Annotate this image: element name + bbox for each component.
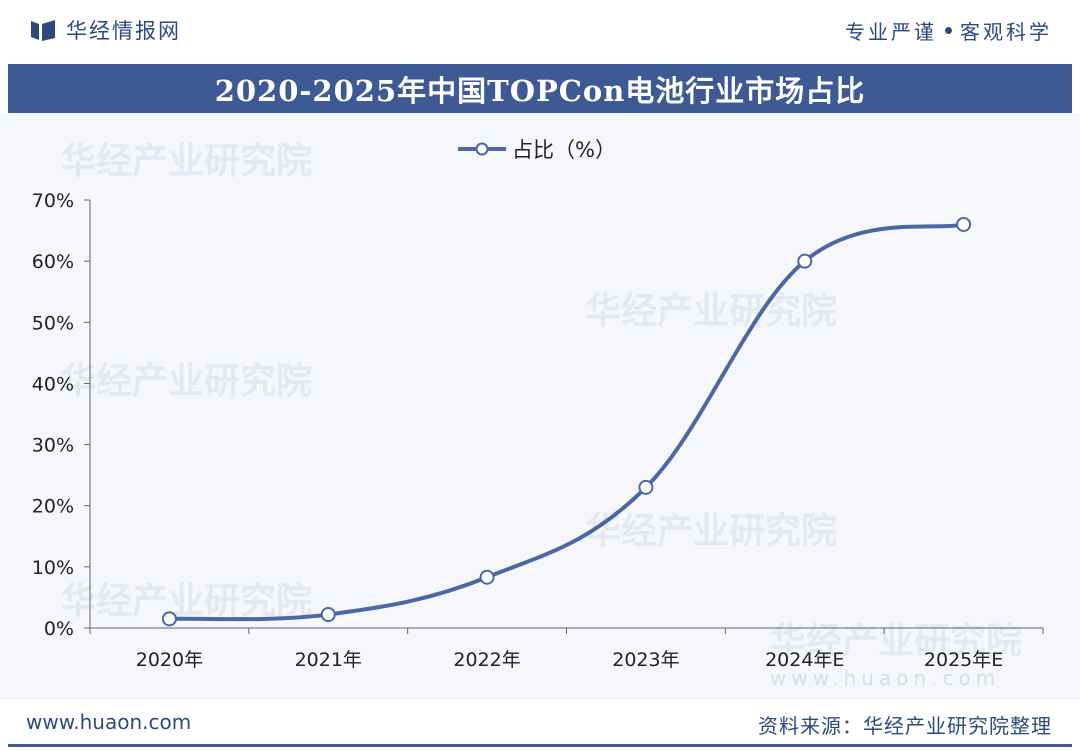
series-line	[167, 222, 966, 622]
y-tick-label: 10%	[32, 557, 74, 579]
x-tick-label: 2021年	[295, 649, 362, 671]
footer: www.huaon.com 资料来源：华经产业研究院整理	[0, 700, 1080, 751]
y-tick-label: 60%	[32, 251, 74, 273]
slogan: 专业严谨 客观科学	[845, 14, 1052, 46]
watermark-url: www.huaon.com	[770, 666, 1000, 690]
legend-label: 占比（%）	[512, 138, 616, 162]
brand[interactable]: 华经情报网	[30, 14, 181, 46]
x-tick-label: 2022年	[453, 649, 520, 671]
y-tick-label: 30%	[32, 435, 74, 457]
title-bar: 2020-2025年中国TOPCon电池行业市场占比	[8, 64, 1072, 113]
x-tick-label: 2023年	[612, 649, 679, 671]
brand-name: 华经情报网	[66, 19, 181, 43]
footer-source: 资料来源：华经产业研究院整理	[758, 714, 1052, 738]
slogan-separator-dot	[945, 26, 952, 34]
legend-marker	[475, 142, 489, 156]
x-tick-label: 2020年	[136, 649, 203, 671]
watermark-text: 华经产业研究院	[60, 361, 312, 402]
chart-area: 华经产业研究院 华经产业研究院 华经产业研究院 华经产业研究院 华经产业研究院 华经产业研…	[0, 113, 1080, 700]
data-point	[161, 611, 177, 627]
y-tick-label: 50%	[32, 312, 74, 334]
data-point	[479, 569, 495, 585]
data-point	[320, 607, 336, 623]
data-point	[638, 479, 654, 495]
x-tick-label: 2025年E	[924, 649, 1003, 671]
series-group	[161, 216, 972, 627]
header-bar: 华经情报网 专业严谨 客观科学	[0, 0, 1080, 58]
y-tick-label: 70%	[32, 190, 74, 212]
watermark-text: 华经产业研究院	[60, 141, 312, 182]
watermarks: 华经产业研究院华经产业研究院华经产业研究院华经产业研究院华经产业研究院华经产业研…	[60, 141, 1022, 690]
brand-logo-icon	[31, 20, 55, 41]
chart-title: 2020-2025年中国TOPCon电池行业市场占比	[214, 73, 866, 108]
y-axis: 0% 10% 20% 30% 40% 50% 60% 70%	[32, 190, 91, 640]
x-axis: 2020年 2021年 2022年 2023年 2024年E 2025年E	[89, 627, 1044, 671]
y-tick-label: 40%	[32, 373, 74, 395]
watermark-text: 华经产业研究院	[585, 511, 837, 552]
y-tick-label: 0%	[44, 618, 74, 640]
footer-url[interactable]: www.huaon.com	[26, 710, 192, 734]
legend: 占比（%）	[458, 138, 616, 162]
data-point	[956, 216, 972, 232]
data-point	[797, 253, 813, 269]
y-tick-label: 20%	[32, 496, 74, 518]
watermark-text: 华经产业研究院	[60, 581, 312, 622]
x-tick-label: 2024年E	[765, 649, 844, 671]
line-chart: 华经产业研究院华经产业研究院华经产业研究院华经产业研究院华经产业研究院华经产业研…	[32, 138, 1044, 690]
watermark-text: 华经产业研究院	[585, 291, 837, 332]
slogan-right: 客观科学	[960, 19, 1052, 44]
bottom-rule	[8, 744, 1072, 747]
slogan-left: 专业严谨	[845, 19, 937, 44]
